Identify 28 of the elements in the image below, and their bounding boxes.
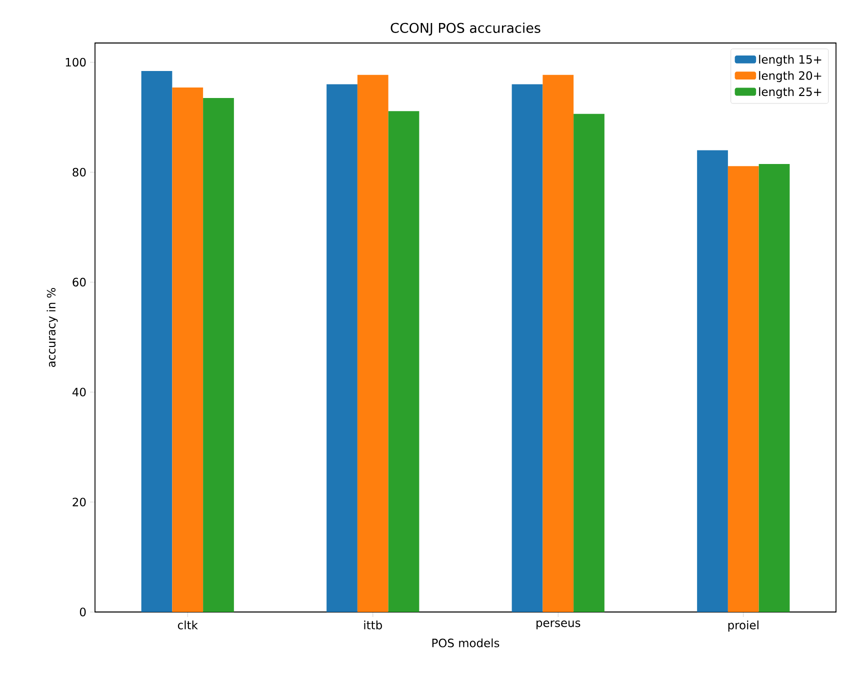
bar <box>326 84 358 612</box>
y-tick-label: 40 <box>72 388 86 396</box>
bar <box>758 164 790 612</box>
y-tick-label: 20 <box>72 498 86 506</box>
x-tick-label: perseus <box>536 620 580 630</box>
bar <box>141 71 172 612</box>
legend-label: length 25+ <box>759 87 822 98</box>
x-tick-label: cltk <box>178 620 198 630</box>
y-tick-label: 0 <box>80 608 86 616</box>
bar <box>697 150 728 612</box>
bar <box>574 114 604 612</box>
bar <box>357 74 388 612</box>
x-axis-title: POS models <box>432 638 500 648</box>
legend-label: length 15+ <box>759 54 822 66</box>
y-tick-label: 100 <box>66 58 86 67</box>
y-axis-title: accuracy in % <box>46 288 58 367</box>
y-tick-label: 60 <box>72 278 86 286</box>
bar <box>203 98 234 612</box>
bar <box>728 166 759 612</box>
x-tick-label: proiel <box>728 620 758 632</box>
bar <box>512 84 543 612</box>
y-tick-label: 80 <box>72 168 86 177</box>
legend-label: length 20+ <box>759 71 822 82</box>
x-tick-label: ittb <box>364 620 382 630</box>
chart-title: CCONJ POS accuracies <box>390 22 540 36</box>
bar <box>542 74 574 612</box>
bar <box>388 111 420 612</box>
bar <box>172 88 204 612</box>
